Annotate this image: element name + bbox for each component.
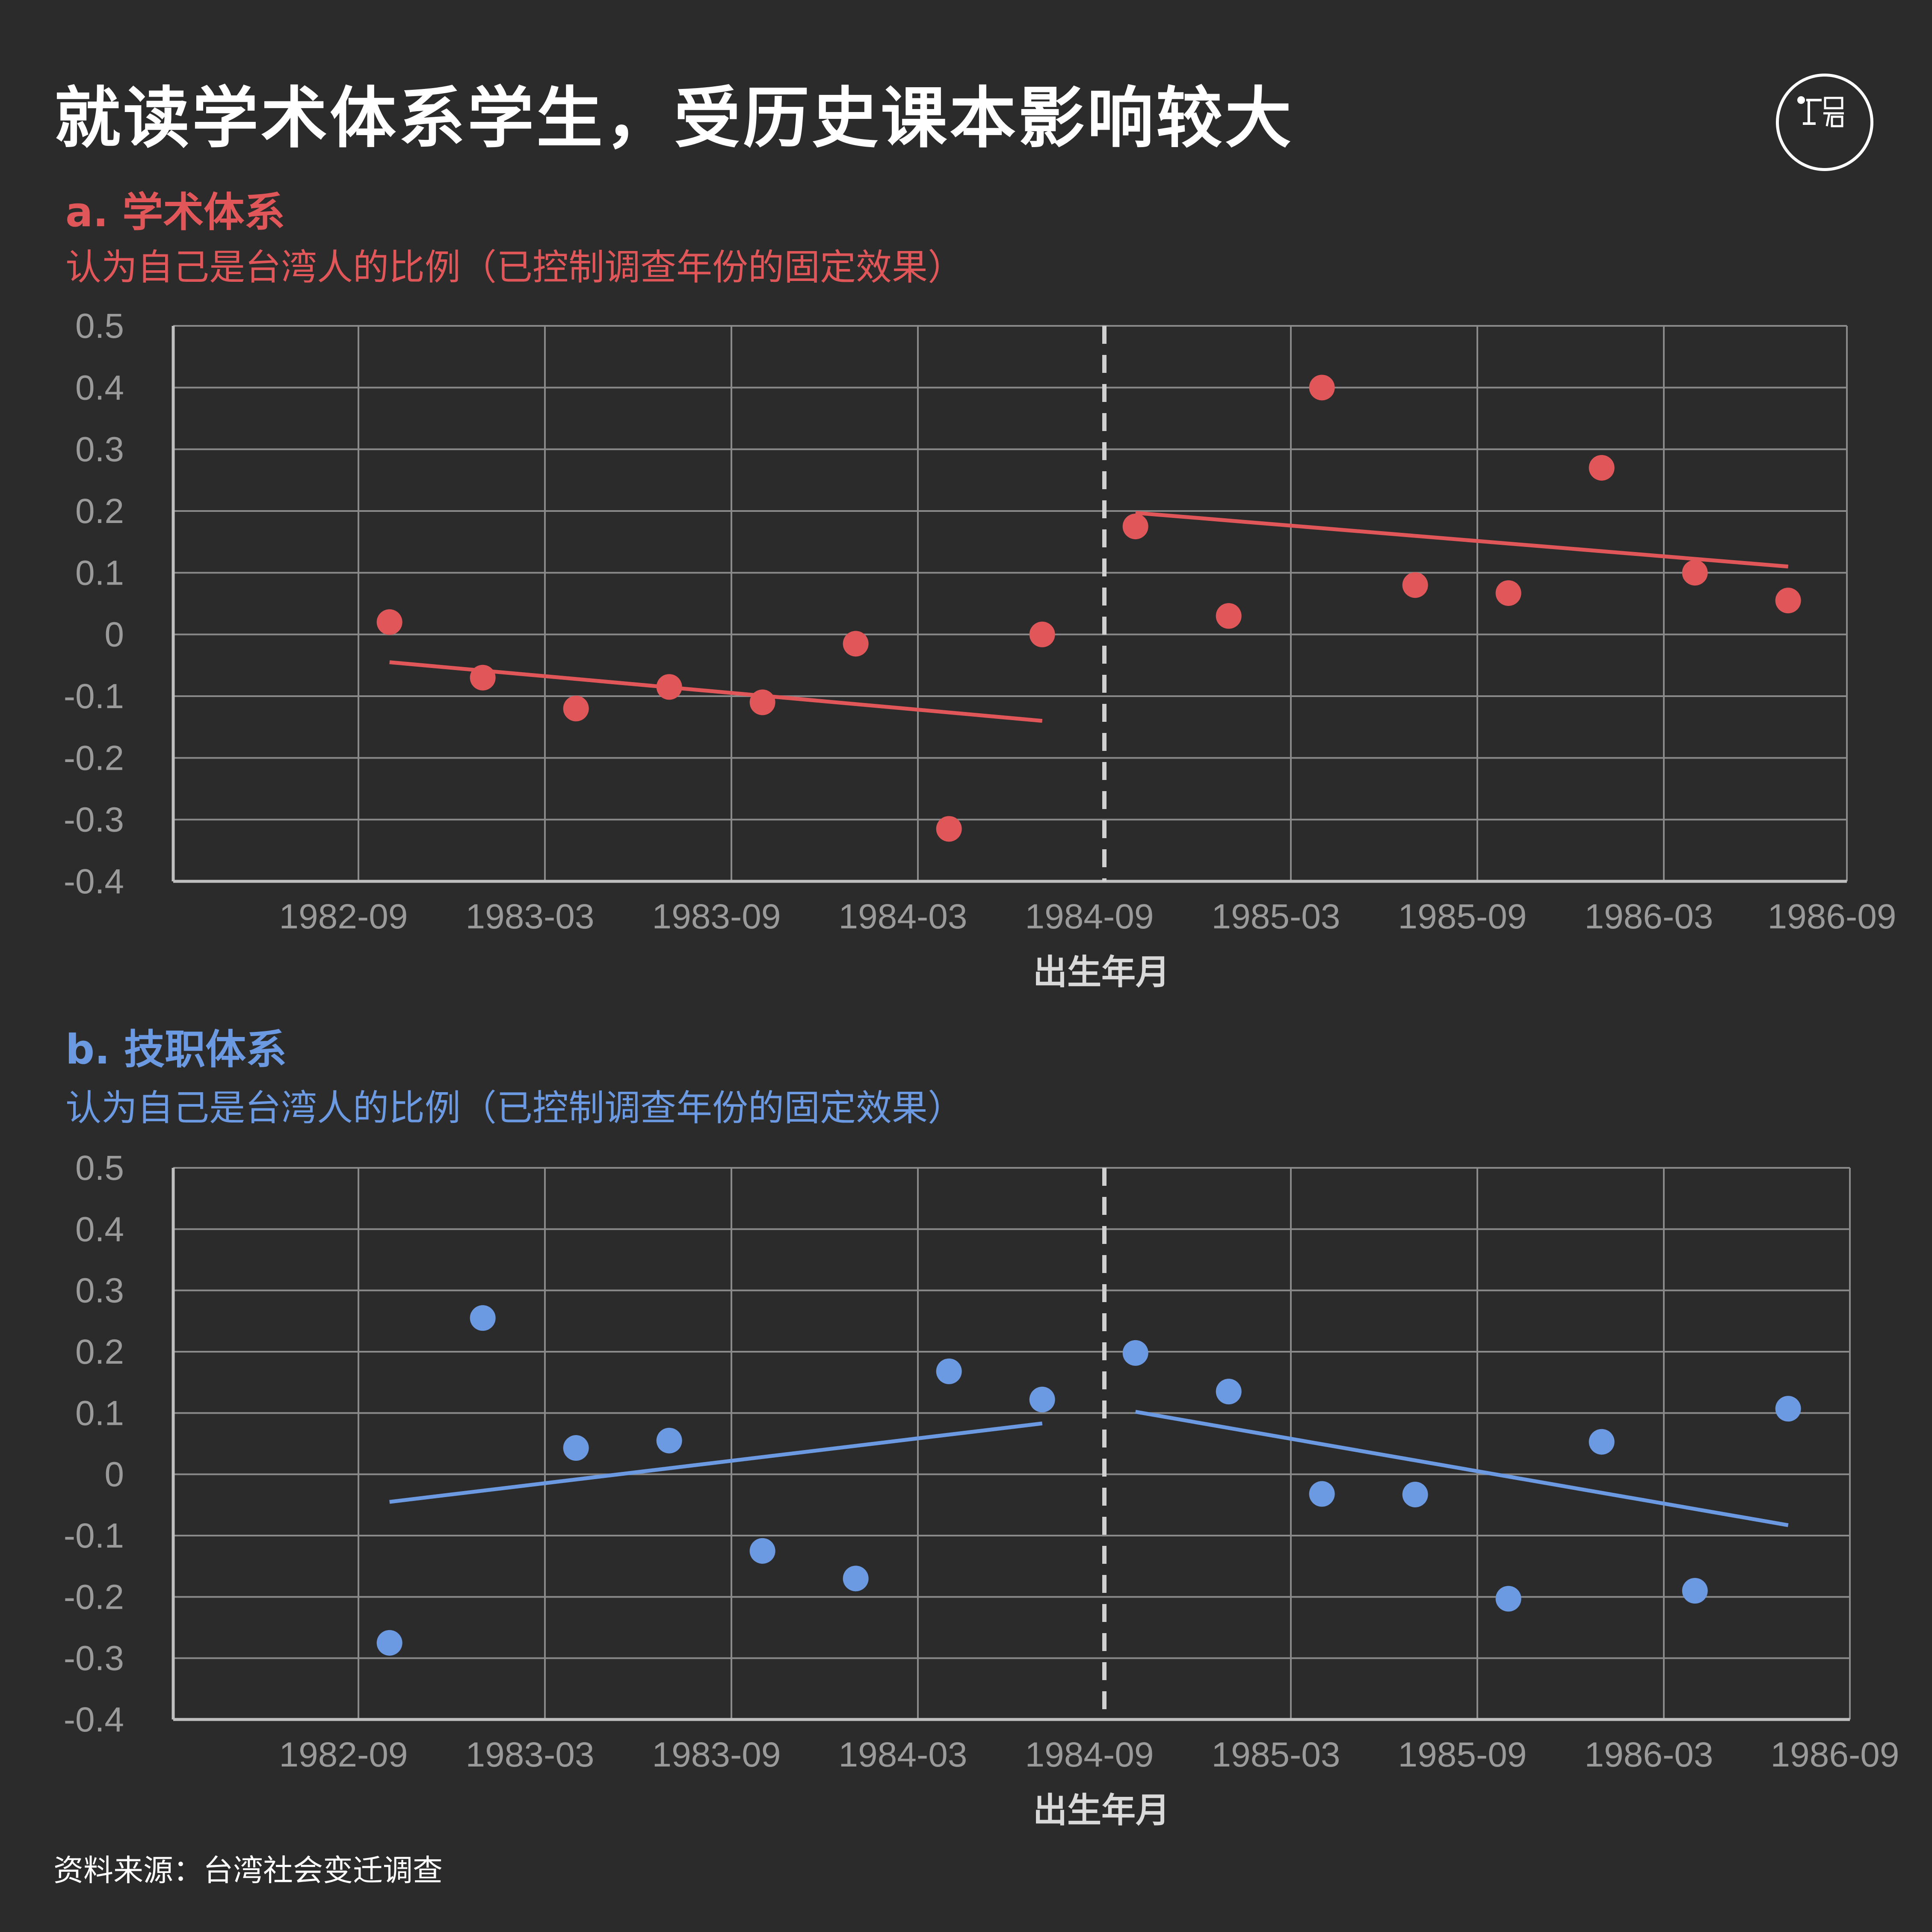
panel-b-label: b. 技职体系 [65,1026,287,1073]
source-note: 资料来源：台湾社会变迁调查 [53,1853,443,1888]
data-point [1589,455,1615,481]
x-tick-label: 1985-09 [1398,897,1527,936]
y-tick-label: -0.1 [64,1516,124,1555]
data-point [1029,621,1055,647]
y-tick-label: 0.5 [75,307,124,346]
panel-a-label: a. 学术体系 [65,189,285,236]
panel-b-subtitle: 认为自己是台湾人的比例（已控制调查年份的固定效果） [65,1087,964,1129]
initium-logo-icon [1797,96,1844,127]
y-tick-label: -0.1 [64,677,124,716]
x-tick-label: 1986-09 [1768,897,1896,936]
x-tick-label: 1983-09 [652,1735,781,1774]
data-point [376,609,402,635]
y-tick-label: 0.4 [75,368,124,407]
page-title: 就读学术体系学生，受历史课本影响较大 [54,80,1294,157]
data-point [656,674,682,700]
data-point [1216,1379,1242,1405]
data-point [470,665,496,691]
y-tick-label: 0.5 [75,1149,124,1188]
data-point [1029,1386,1055,1412]
data-point [376,1630,402,1656]
chart-panel-a: 0.5 0.4 0.3 0.2 0.1 0 -0.1 -0.2 -0.3 -0.4 1982-09 1… [64,307,1896,992]
x-tick-label: 1983-03 [466,1735,595,1774]
x-tick-label: 1984-03 [839,1735,967,1774]
data-point [1402,1481,1428,1507]
x-tick-label: 1986-03 [1585,1735,1713,1774]
data-point [1122,514,1148,540]
x-tick-label: 1983-03 [466,897,595,936]
data-point [1775,1396,1801,1422]
data-point [563,695,589,721]
chart-panel-b: 0.5 0.4 0.3 0.2 0.1 0 -0.1 -0.2 -0.3 -0.4 1982-09 1… [64,1149,1899,1830]
x-tick-label: 1984-09 [1025,1735,1154,1774]
x-axis-title: 出生年月 [1033,952,1170,992]
data-point [1682,560,1708,586]
x-tick-label: 1983-09 [652,897,781,936]
x-tick-label: 1982-09 [279,1735,408,1774]
y-tick-label: 0.1 [75,553,124,592]
y-tick-label: 0 [104,615,124,654]
data-point [749,1538,775,1564]
y-tick-label: -0.3 [64,1639,124,1678]
y-tick-label: 0.2 [75,1332,124,1371]
x-tick-label: 1984-03 [839,897,967,936]
data-point [563,1435,589,1461]
y-tick-label: -0.2 [64,739,124,777]
y-tick-label: -0.4 [64,1700,124,1739]
data-point [1122,1340,1148,1366]
data-point [1309,1481,1335,1507]
y-tick-label: -0.3 [64,801,124,839]
data-point [1309,375,1335,401]
data-point [843,631,869,657]
data-point [1495,1586,1521,1612]
y-tick-label: 0.1 [75,1394,124,1433]
x-tick-label: 1985-03 [1212,1735,1340,1774]
data-point [1682,1578,1708,1604]
data-point [1495,580,1521,606]
trend-line [1135,1410,1789,1527]
data-point [1589,1429,1615,1455]
data-point [1775,588,1801,614]
x-axis-title: 出生年月 [1033,1790,1170,1830]
data-point [1402,572,1428,598]
x-tick-label: 1984-09 [1025,897,1154,936]
data-point [470,1305,496,1331]
y-tick-label: 0 [104,1455,124,1494]
data-point [656,1427,682,1453]
data-point [1216,603,1242,629]
y-tick-label: 0.2 [75,492,124,531]
x-tick-label: 1985-09 [1398,1735,1527,1774]
trend-line [1135,511,1789,569]
x-tick-label: 1985-03 [1212,897,1340,936]
data-point [843,1566,869,1592]
x-tick-label: 1986-03 [1585,897,1713,936]
panel-a-subtitle: 认为自己是台湾人的比例（已控制调查年份的固定效果） [65,246,964,288]
x-tick-label: 1982-09 [279,897,408,936]
y-tick-label: 0.3 [75,1271,124,1310]
brand-logo [1776,74,1873,171]
y-tick-label: 0.4 [75,1210,124,1249]
data-point [936,816,962,842]
trend-line [389,1421,1043,1504]
data-point [749,689,775,715]
x-tick-label: 1986-09 [1771,1735,1899,1774]
trend-line [389,660,1043,723]
data-point [936,1358,962,1384]
y-tick-label: -0.4 [64,862,124,901]
y-tick-label: 0.3 [75,430,124,469]
y-tick-label: -0.2 [64,1578,124,1616]
